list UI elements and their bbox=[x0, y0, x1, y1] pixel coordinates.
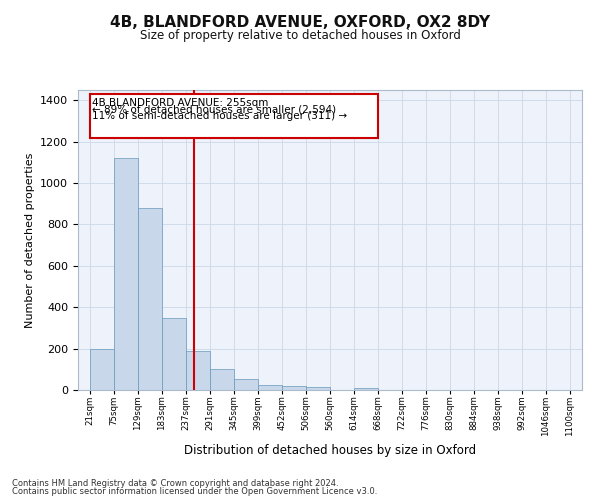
Text: 11% of semi-detached houses are larger (311) →: 11% of semi-detached houses are larger (… bbox=[92, 111, 347, 121]
Text: 4B BLANDFORD AVENUE: 255sqm: 4B BLANDFORD AVENUE: 255sqm bbox=[92, 98, 269, 108]
Bar bbox=[90, 349, 114, 390]
Bar bbox=[114, 158, 138, 390]
Bar bbox=[282, 386, 306, 390]
Bar bbox=[258, 386, 282, 390]
Y-axis label: Number of detached properties: Number of detached properties bbox=[25, 152, 35, 328]
Bar bbox=[138, 208, 162, 390]
Bar bbox=[210, 370, 234, 390]
Bar bbox=[186, 350, 210, 390]
Bar bbox=[354, 388, 378, 390]
Text: Contains public sector information licensed under the Open Government Licence v3: Contains public sector information licen… bbox=[12, 487, 377, 496]
Text: Size of property relative to detached houses in Oxford: Size of property relative to detached ho… bbox=[140, 30, 460, 43]
Text: ← 89% of detached houses are smaller (2,594): ← 89% of detached houses are smaller (2,… bbox=[92, 104, 337, 115]
FancyBboxPatch shape bbox=[89, 94, 379, 138]
Text: Contains HM Land Registry data © Crown copyright and database right 2024.: Contains HM Land Registry data © Crown c… bbox=[12, 478, 338, 488]
Bar bbox=[234, 378, 258, 390]
X-axis label: Distribution of detached houses by size in Oxford: Distribution of detached houses by size … bbox=[184, 444, 476, 458]
Text: 4B, BLANDFORD AVENUE, OXFORD, OX2 8DY: 4B, BLANDFORD AVENUE, OXFORD, OX2 8DY bbox=[110, 15, 490, 30]
Bar bbox=[306, 387, 330, 390]
Bar bbox=[162, 318, 186, 390]
